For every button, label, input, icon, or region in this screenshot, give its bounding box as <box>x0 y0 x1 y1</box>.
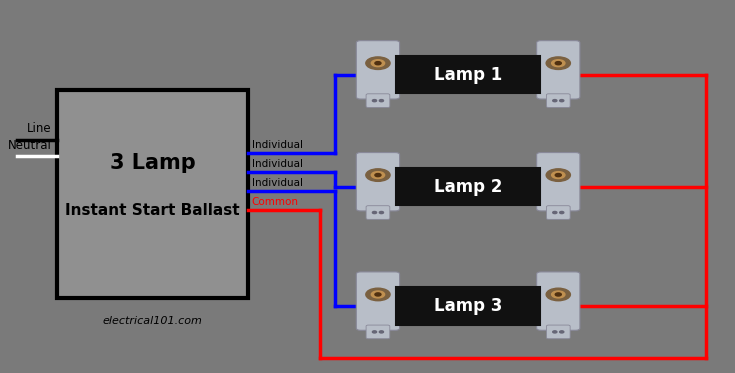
Circle shape <box>551 291 565 298</box>
Circle shape <box>375 293 381 296</box>
Text: Individual: Individual <box>251 159 303 169</box>
Bar <box>396 168 540 205</box>
Circle shape <box>375 62 381 65</box>
FancyBboxPatch shape <box>537 41 580 99</box>
Text: Lamp 3: Lamp 3 <box>434 297 502 315</box>
Bar <box>396 287 540 325</box>
Circle shape <box>555 173 562 177</box>
Circle shape <box>555 62 562 65</box>
Circle shape <box>373 211 376 214</box>
FancyBboxPatch shape <box>356 41 400 99</box>
FancyBboxPatch shape <box>366 206 390 219</box>
Text: Instant Start Ballast: Instant Start Ballast <box>65 203 240 218</box>
Circle shape <box>379 211 384 214</box>
Text: electrical101.com: electrical101.com <box>103 316 202 326</box>
Text: Individual: Individual <box>251 178 303 188</box>
Circle shape <box>366 57 390 69</box>
Circle shape <box>373 331 376 333</box>
Text: 3 Lamp: 3 Lamp <box>110 153 196 173</box>
Circle shape <box>553 100 557 102</box>
Circle shape <box>366 169 390 181</box>
Circle shape <box>559 100 564 102</box>
Bar <box>396 56 540 93</box>
FancyBboxPatch shape <box>546 325 570 339</box>
Circle shape <box>551 60 565 67</box>
FancyBboxPatch shape <box>546 94 570 107</box>
Circle shape <box>371 172 384 179</box>
FancyBboxPatch shape <box>366 94 390 107</box>
Circle shape <box>546 169 570 181</box>
FancyBboxPatch shape <box>546 206 570 219</box>
Bar <box>57 90 248 298</box>
Text: Common: Common <box>251 197 298 207</box>
Circle shape <box>366 288 390 301</box>
Circle shape <box>555 293 562 296</box>
FancyBboxPatch shape <box>537 153 580 211</box>
Text: Lamp 2: Lamp 2 <box>434 178 502 195</box>
FancyBboxPatch shape <box>366 325 390 339</box>
Text: Individual: Individual <box>251 140 303 150</box>
Circle shape <box>371 291 384 298</box>
FancyBboxPatch shape <box>356 153 400 211</box>
Text: Lamp 1: Lamp 1 <box>434 66 502 84</box>
Circle shape <box>559 211 564 214</box>
Text: Line: Line <box>27 122 52 135</box>
Circle shape <box>375 173 381 177</box>
Text: Neutral: Neutral <box>8 138 52 151</box>
Circle shape <box>371 60 384 67</box>
Circle shape <box>559 331 564 333</box>
Circle shape <box>546 288 570 301</box>
Circle shape <box>553 211 557 214</box>
Circle shape <box>373 100 376 102</box>
Circle shape <box>379 100 384 102</box>
FancyBboxPatch shape <box>537 272 580 330</box>
Circle shape <box>379 331 384 333</box>
Circle shape <box>553 331 557 333</box>
Circle shape <box>546 57 570 69</box>
Circle shape <box>551 172 565 179</box>
FancyBboxPatch shape <box>356 272 400 330</box>
